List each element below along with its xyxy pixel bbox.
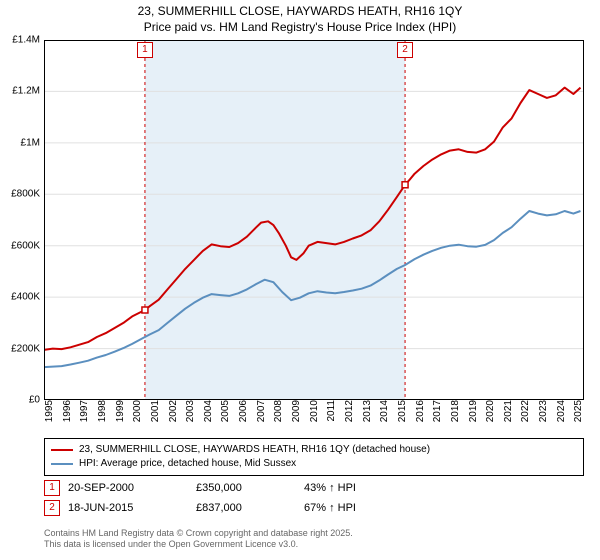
x-tick-label: 2001 xyxy=(146,400,161,422)
chart-area: £0£200K£400K£600K£800K£1M£1.2M£1.4M 1995… xyxy=(44,40,584,400)
title-block: 23, SUMMERHILL CLOSE, HAYWARDS HEATH, RH… xyxy=(0,0,600,35)
x-tick-label: 2010 xyxy=(305,400,320,422)
x-tick-label: 2013 xyxy=(358,400,373,422)
x-tick-label: 1998 xyxy=(93,400,108,422)
chart-svg xyxy=(44,40,584,400)
y-tick-label: £200K xyxy=(11,343,44,354)
sale-delta: 43% ↑ HPI xyxy=(304,482,584,494)
x-tick-label: 2025 xyxy=(569,400,584,422)
sale-marker-flag: 1 xyxy=(137,42,153,58)
sale-date: 18-JUN-2015 xyxy=(68,502,188,514)
sale-marker-flag: 2 xyxy=(397,42,413,58)
x-tick-label: 2018 xyxy=(446,400,461,422)
legend: 23, SUMMERHILL CLOSE, HAYWARDS HEATH, RH… xyxy=(44,438,584,476)
x-tick-label: 2009 xyxy=(287,400,302,422)
sale-price: £837,000 xyxy=(196,502,296,514)
x-tick-label: 2014 xyxy=(375,400,390,422)
sales-table: 1 20-SEP-2000 £350,000 43% ↑ HPI 2 18-JUN-201… xyxy=(44,480,584,520)
sale-date: 20-SEP-2000 xyxy=(68,482,188,494)
attribution-line-1: Contains HM Land Registry data © Crown c… xyxy=(44,528,584,539)
sale-row: 1 20-SEP-2000 £350,000 43% ↑ HPI xyxy=(44,480,584,496)
x-tick-label: 2002 xyxy=(164,400,179,422)
x-tick-label: 2019 xyxy=(464,400,479,422)
y-tick-label: £800K xyxy=(11,189,44,200)
chart-container: 23, SUMMERHILL CLOSE, HAYWARDS HEATH, RH… xyxy=(0,0,600,560)
sale-price: £350,000 xyxy=(196,482,296,494)
attribution-line-2: This data is licensed under the Open Gov… xyxy=(44,539,584,550)
legend-row: HPI: Average price, detached house, Mid … xyxy=(51,457,577,471)
y-tick-label: £1.4M xyxy=(12,35,44,46)
sale-flag: 2 xyxy=(44,500,60,516)
x-tick-label: 1997 xyxy=(75,400,90,422)
y-tick-label: £1.2M xyxy=(12,86,44,97)
y-tick-label: £600K xyxy=(11,240,44,251)
legend-row: 23, SUMMERHILL CLOSE, HAYWARDS HEATH, RH… xyxy=(51,443,577,457)
sale-delta: 67% ↑ HPI xyxy=(304,502,584,514)
x-tick-label: 2016 xyxy=(411,400,426,422)
legend-swatch xyxy=(51,449,73,451)
x-tick-label: 2023 xyxy=(534,400,549,422)
x-tick-label: 2012 xyxy=(340,400,355,422)
legend-swatch xyxy=(51,463,73,465)
x-tick-label: 2007 xyxy=(252,400,267,422)
x-tick-label: 2011 xyxy=(322,400,337,422)
x-tick-label: 2015 xyxy=(393,400,408,422)
x-tick-label: 2017 xyxy=(428,400,443,422)
x-tick-label: 2003 xyxy=(181,400,196,422)
legend-label: HPI: Average price, detached house, Mid … xyxy=(79,457,296,471)
x-tick-label: 1999 xyxy=(111,400,126,422)
x-tick-label: 2021 xyxy=(499,400,514,422)
legend-label: 23, SUMMERHILL CLOSE, HAYWARDS HEATH, RH… xyxy=(79,443,430,457)
x-tick-label: 2004 xyxy=(199,400,214,422)
title-line-2: Price paid vs. HM Land Registry's House … xyxy=(0,20,600,36)
x-tick-label: 2020 xyxy=(481,400,496,422)
y-tick-label: £1M xyxy=(21,137,44,148)
x-tick-label: 2000 xyxy=(128,400,143,422)
y-tick-label: £400K xyxy=(11,292,44,303)
x-tick-label: 2024 xyxy=(552,400,567,422)
x-tick-label: 2006 xyxy=(234,400,249,422)
x-tick-label: 2005 xyxy=(216,400,231,422)
x-tick-label: 2022 xyxy=(516,400,531,422)
sale-row: 2 18-JUN-2015 £837,000 67% ↑ HPI xyxy=(44,500,584,516)
x-tick-label: 2008 xyxy=(269,400,284,422)
x-tick-label: 1996 xyxy=(58,400,73,422)
sale-flag: 1 xyxy=(44,480,60,496)
attribution: Contains HM Land Registry data © Crown c… xyxy=(44,528,584,551)
title-line-1: 23, SUMMERHILL CLOSE, HAYWARDS HEATH, RH… xyxy=(0,4,600,20)
x-tick-label: 1995 xyxy=(40,400,55,422)
